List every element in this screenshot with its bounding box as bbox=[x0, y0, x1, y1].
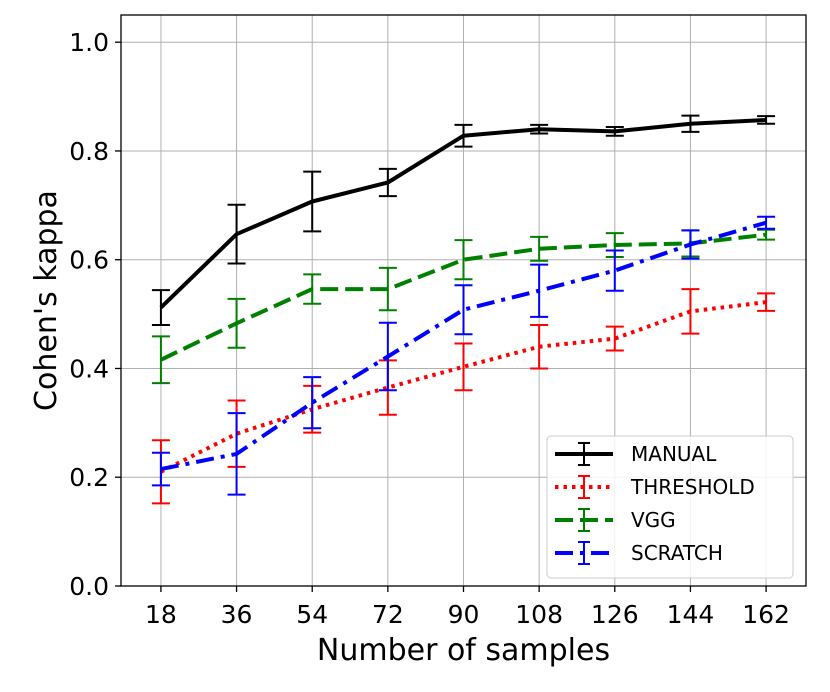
legend-label-scratch: SCRATCH bbox=[631, 541, 723, 565]
legend-item-threshold: THRESHOLD bbox=[555, 475, 755, 499]
legend-label-manual: MANUAL bbox=[631, 442, 717, 466]
legend-box bbox=[546, 435, 794, 579]
legend-item-manual: MANUAL bbox=[555, 442, 717, 466]
series-scratch bbox=[151, 215, 776, 496]
x-tick-label: 54 bbox=[296, 600, 328, 629]
manual-line bbox=[159, 118, 767, 310]
legend-label-vgg: VGG bbox=[631, 508, 676, 532]
legend-item-vgg: VGG bbox=[555, 508, 676, 532]
y-tick-label: 0.6 bbox=[69, 246, 109, 275]
y-tick-label: 1.0 bbox=[69, 28, 109, 57]
x-tick-label: 108 bbox=[515, 600, 563, 629]
x-tick-label: 90 bbox=[448, 600, 480, 629]
legend: MANUAL THRESHOLD VGG SCRATCH bbox=[546, 435, 794, 579]
threshold-line bbox=[160, 300, 767, 474]
y-tick-label: 0.2 bbox=[69, 463, 109, 492]
x-axis-label: Number of samples bbox=[317, 633, 610, 668]
x-tick-label: 162 bbox=[742, 600, 790, 629]
x-tick-label: 144 bbox=[667, 600, 715, 629]
series-manual bbox=[151, 114, 776, 326]
vgg-line bbox=[160, 232, 767, 362]
y-tick-label: 0.8 bbox=[69, 137, 109, 166]
legend-item-scratch: SCRATCH bbox=[555, 541, 723, 565]
x-tick-label: 18 bbox=[145, 600, 177, 629]
x-tick-label: 126 bbox=[591, 600, 639, 629]
series-layer bbox=[151, 114, 776, 505]
x-tick-label: 72 bbox=[372, 600, 404, 629]
ticks: 18 36 54 72 90 108 126 144 162 0.0 0.2 0.4 0.6 0.8 1.0 bbox=[69, 28, 790, 629]
legend-label-threshold: THRESHOLD bbox=[630, 475, 755, 499]
scratch-line bbox=[160, 220, 767, 472]
y-tick-label: 0.4 bbox=[69, 354, 109, 383]
y-tick-label: 0.0 bbox=[69, 572, 109, 601]
y-axis-label: Cohen's kappa bbox=[29, 190, 64, 411]
x-tick-label: 36 bbox=[221, 600, 253, 629]
